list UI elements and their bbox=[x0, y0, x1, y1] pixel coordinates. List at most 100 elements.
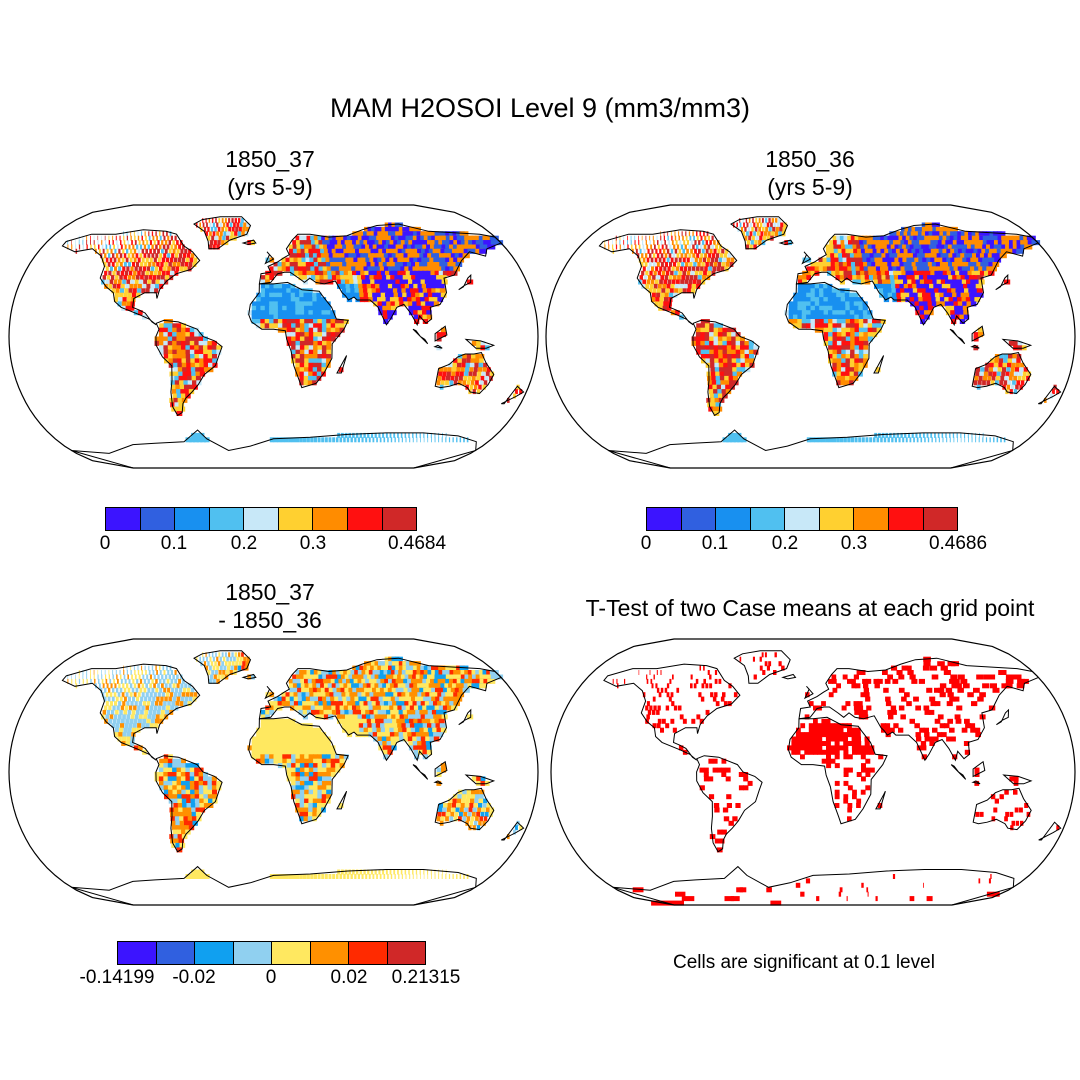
coastline-path bbox=[71, 429, 477, 469]
coastline-path bbox=[434, 760, 448, 778]
colorbar-swatch bbox=[244, 508, 279, 530]
coastline-path bbox=[433, 344, 443, 349]
panel-title-case2: 1850_36 (yrs 5-9) bbox=[710, 145, 910, 201]
map-ttest bbox=[550, 638, 1076, 906]
panel-title-case1-line1: 1850_37 bbox=[225, 146, 315, 172]
coastline-path bbox=[778, 239, 794, 246]
colorbar-diff-label: -0.14199 bbox=[79, 967, 155, 988]
coastline bbox=[603, 650, 1062, 906]
colorbar-swatch bbox=[278, 508, 314, 530]
colorbar-case2-label: 0.1 bbox=[701, 533, 729, 554]
coastline-path bbox=[61, 663, 201, 761]
map-case2 bbox=[545, 204, 1076, 469]
colorbar-swatch bbox=[923, 508, 958, 530]
coastline-path bbox=[464, 338, 496, 349]
colorbar-swatch bbox=[854, 508, 889, 530]
coastline-path bbox=[971, 780, 981, 785]
colorbar-swatch bbox=[175, 508, 210, 530]
coastline-path bbox=[781, 673, 797, 680]
coastline-path bbox=[193, 650, 252, 684]
colorbar-swatch bbox=[387, 942, 425, 964]
colorbar-case1-label: 0.3 bbox=[299, 533, 327, 554]
colorbar-case2-label: 0.2 bbox=[771, 533, 799, 554]
coastline-path bbox=[336, 790, 348, 810]
colorbar-case2-label: 0.4686 bbox=[928, 533, 988, 554]
map-case1 bbox=[8, 204, 539, 469]
colorbar-swatch bbox=[750, 508, 786, 530]
coastline-path bbox=[412, 328, 429, 345]
colorbar-case1-swatches bbox=[105, 507, 417, 531]
colorbar-swatch bbox=[349, 942, 388, 964]
colorbar-swatch bbox=[347, 508, 383, 530]
colorbar-swatch bbox=[195, 942, 234, 964]
map-grid-cells bbox=[604, 218, 1060, 443]
colorbar-swatch bbox=[382, 508, 417, 530]
coastline-path bbox=[801, 251, 812, 265]
coastline-path bbox=[603, 663, 741, 761]
map-frame bbox=[550, 638, 1076, 906]
coastline-path bbox=[996, 708, 1010, 726]
coastline-path bbox=[501, 821, 525, 841]
coastline-path bbox=[730, 216, 789, 250]
map-grid-cells bbox=[67, 218, 523, 443]
coastline-path bbox=[1001, 338, 1033, 349]
coastline-path bbox=[241, 673, 257, 680]
coastline-path bbox=[61, 229, 201, 326]
colorbar-swatch bbox=[681, 508, 717, 530]
map-frame bbox=[8, 204, 539, 469]
colorbar-case2: 0 0.1 0.2 0.3 0.4686 bbox=[641, 507, 987, 554]
coastline-path bbox=[464, 774, 496, 785]
coastline-path bbox=[995, 273, 1009, 291]
coastline-path bbox=[258, 657, 502, 762]
coastline-path bbox=[785, 281, 886, 389]
colorbar-swatch bbox=[233, 942, 272, 964]
coastline-path bbox=[1038, 385, 1062, 405]
coastline-path bbox=[803, 685, 814, 700]
coastline-path bbox=[241, 239, 257, 246]
colorbar-diff: -0.14199 -0.02 0 0.02 0.21315 bbox=[79, 941, 460, 988]
coastline bbox=[61, 650, 525, 906]
coastline-path bbox=[612, 865, 1015, 906]
colorbar-swatch bbox=[785, 508, 820, 530]
colorbar-swatch bbox=[140, 508, 176, 530]
colorbar-diff-labels: -0.14199 -0.02 0 0.02 0.21315 bbox=[79, 965, 460, 988]
panel-title-diff-line2: - 1850_36 bbox=[218, 607, 322, 633]
coastline-path bbox=[434, 325, 448, 342]
coastline-path bbox=[970, 344, 980, 349]
colorbar-swatch bbox=[647, 508, 682, 530]
coastline-path bbox=[458, 708, 472, 726]
colorbar-swatch bbox=[313, 508, 348, 530]
coastline-path bbox=[733, 650, 791, 684]
coastline-path bbox=[971, 352, 1032, 395]
colorbar-diff-label: -0.02 bbox=[172, 967, 216, 988]
colorbar-diff-label: 0.02 bbox=[330, 967, 368, 988]
coastline-path bbox=[248, 281, 349, 389]
coastline-path bbox=[971, 325, 985, 342]
colorbar-case1: 0 0.1 0.2 0.3 0.4684 bbox=[100, 507, 446, 554]
panel-title-case1-line2: (yrs 5-9) bbox=[227, 174, 313, 200]
coastline-path bbox=[692, 319, 760, 417]
map-diff bbox=[8, 638, 539, 906]
coastline-path bbox=[949, 328, 966, 345]
coastline-path bbox=[336, 355, 348, 374]
coastline-path bbox=[193, 216, 252, 250]
colorbar-swatch bbox=[118, 942, 157, 964]
colorbar-case1-label: 0 bbox=[99, 533, 111, 554]
coastline bbox=[598, 216, 1062, 469]
panel-title-diff-line1: 1850_37 bbox=[225, 579, 315, 605]
colorbar-case2-labels: 0 0.1 0.2 0.3 0.4686 bbox=[641, 531, 987, 554]
coastline-path bbox=[1002, 774, 1033, 785]
map-frame bbox=[8, 638, 539, 906]
coastline-path bbox=[950, 764, 967, 780]
coastline-path bbox=[972, 787, 1032, 831]
coastline-path bbox=[696, 755, 763, 853]
map-grid-cells bbox=[612, 652, 1060, 906]
panel-title-case1: 1850_37 (yrs 5-9) bbox=[170, 145, 370, 201]
colorbar-swatch bbox=[819, 508, 855, 530]
coastline-path bbox=[71, 865, 477, 906]
figure-title: MAM H2OSOI Level 9 (mm3/mm3) bbox=[329, 93, 751, 123]
coastline-path bbox=[873, 355, 885, 374]
colorbar-swatch bbox=[272, 942, 311, 964]
coastline-path bbox=[434, 352, 495, 395]
colorbar-case1-label: 0.1 bbox=[160, 533, 188, 554]
